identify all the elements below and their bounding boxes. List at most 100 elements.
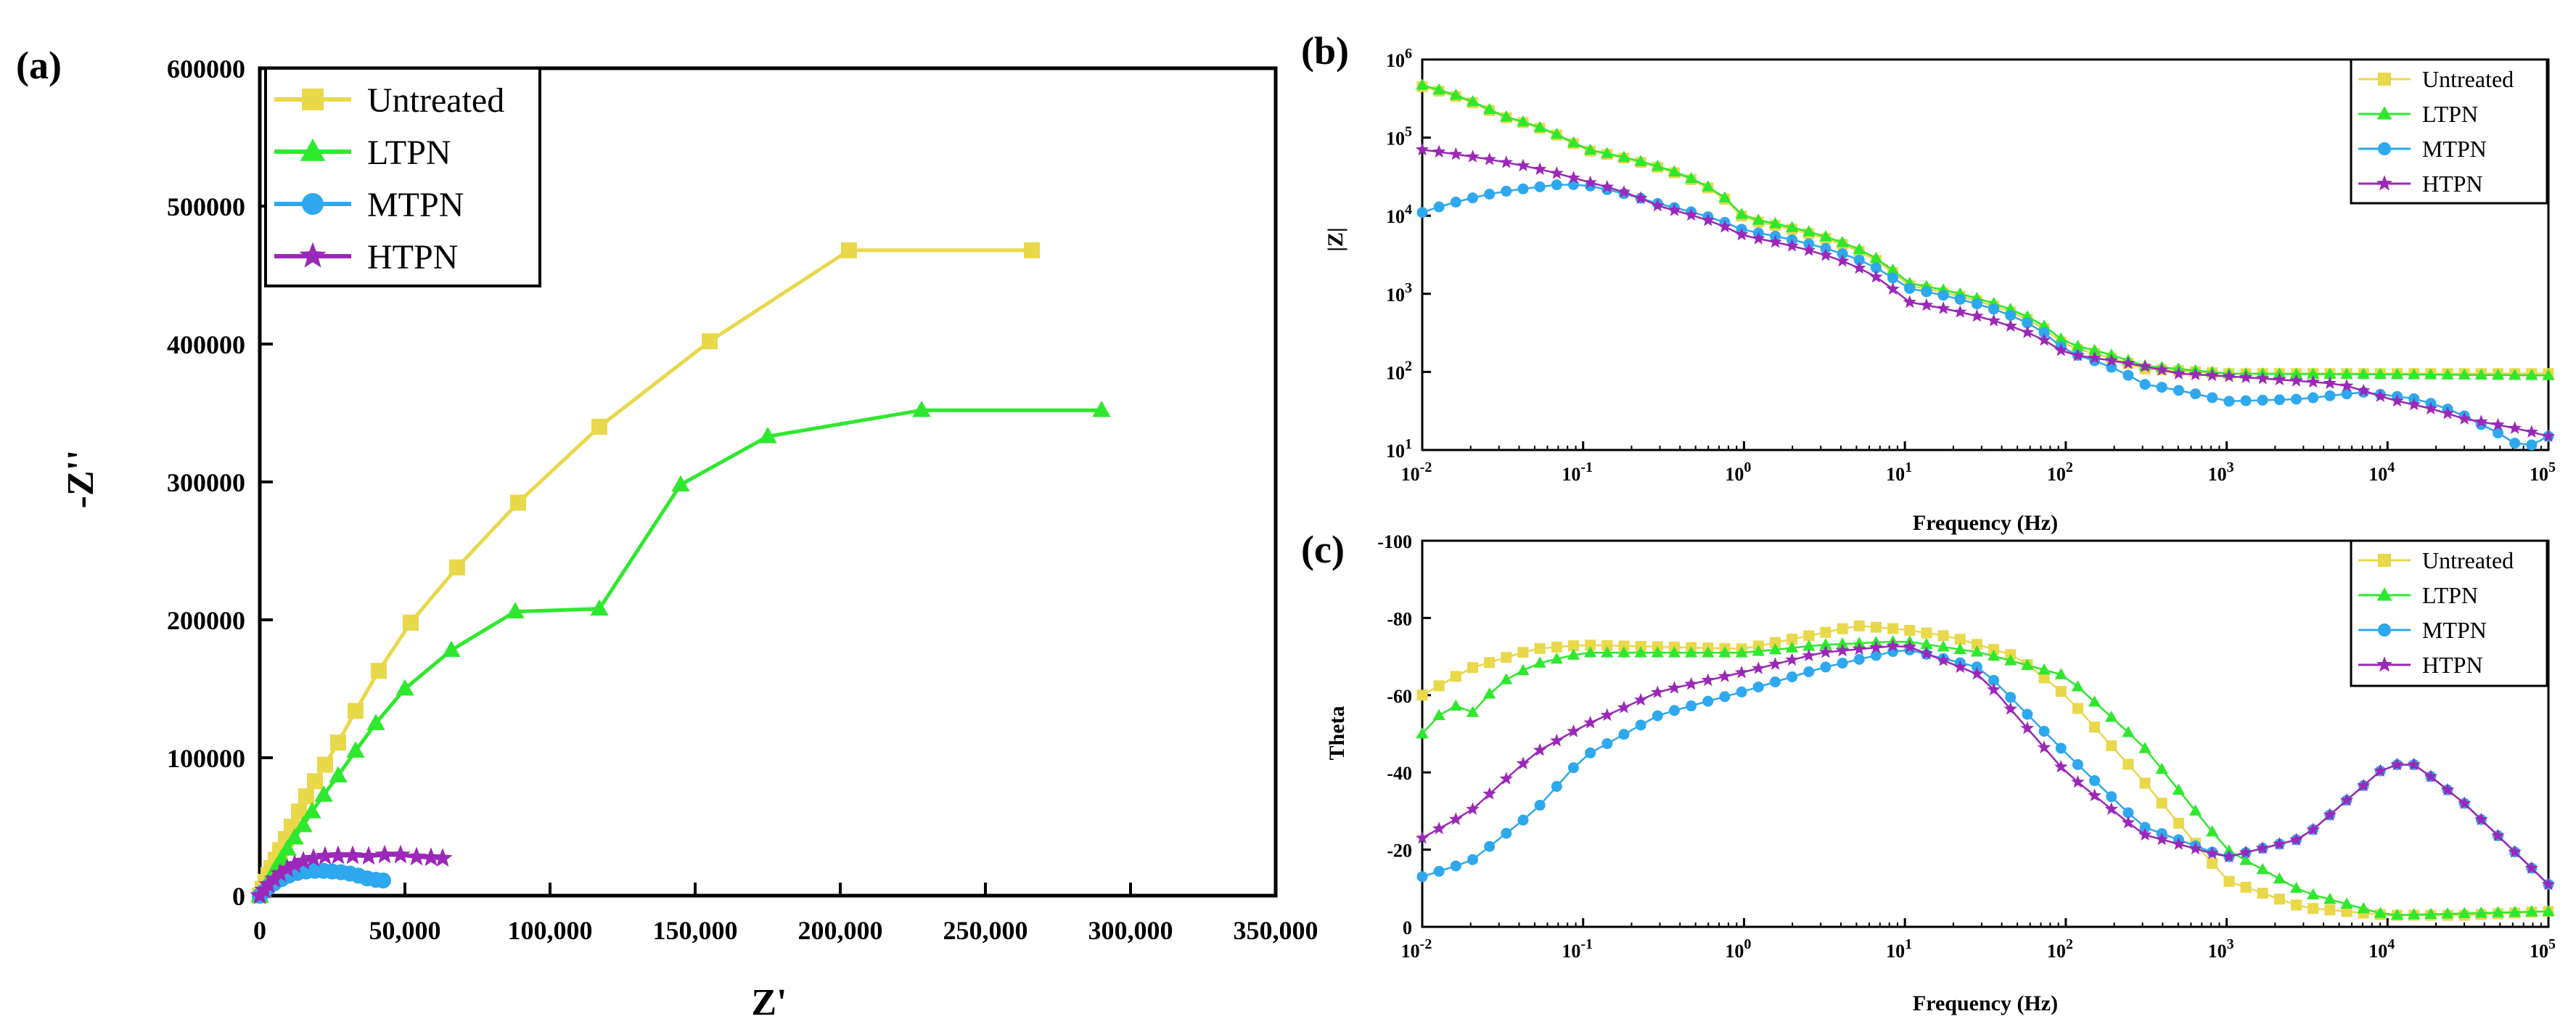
panel-b-series-ltpn-marker xyxy=(1466,94,1480,107)
panel-c-series-ltpn-marker xyxy=(1702,646,1715,658)
panel-b-series-htpn-marker xyxy=(1449,147,1463,160)
panel-c-x-tick-label: 105 xyxy=(2530,936,2556,962)
panel-c-series-htpn-marker xyxy=(2541,877,2556,891)
panel-b-series-mtpn-marker xyxy=(2526,439,2538,451)
series-untreated-marker xyxy=(330,735,346,751)
panel-c-series-ltpn-marker xyxy=(2340,897,2353,909)
panel-b-series-ltpn-marker xyxy=(2374,367,2387,380)
panel-b-series-htpn-marker xyxy=(1886,282,1900,295)
panel-b-series-mtpn-marker xyxy=(1484,188,1496,200)
panel-b-series-htpn-marker xyxy=(1516,158,1530,172)
series-ltpn-marker xyxy=(285,828,304,845)
panel-c-series-mtpn-marker xyxy=(2005,692,2017,703)
panel-b-series-mtpn-marker xyxy=(2308,392,2319,404)
panel-b-legend-mtpn-marker xyxy=(2378,142,2391,155)
panel-b-series-htpn-marker xyxy=(1802,243,1816,256)
panel-b-series-htpn-marker xyxy=(2407,397,2421,411)
panel-b-series-mtpn-marker xyxy=(1837,248,1848,260)
panel-b-series-ltpn-marker xyxy=(2323,367,2337,379)
panel-c-series-htpn-marker xyxy=(1953,660,1967,674)
panel-c-series-ltpn-marker xyxy=(1483,687,1496,699)
panel-a-y-tick-label: 200000 xyxy=(167,606,245,635)
panel-c-series-ltpn-marker xyxy=(2408,908,2421,920)
panel-b-series-ltpn-marker xyxy=(1416,78,1429,90)
panel-b-series-htpn-marker xyxy=(1936,301,1951,314)
series-untreated-marker xyxy=(510,494,526,511)
panel-c-series-untreated-marker xyxy=(1937,630,1949,642)
panel-c-series-ltpn-marker xyxy=(2038,663,2051,675)
legend-untreated-label: Untreated xyxy=(367,81,504,120)
series-htpn-marker xyxy=(432,848,453,867)
series-untreated-marker xyxy=(291,803,307,820)
panel-b-series-ltpn-marker xyxy=(1567,136,1580,147)
panel-b-series-ltpn-marker xyxy=(1819,230,1832,242)
panel-c-series-mtpn-marker xyxy=(2022,708,2033,720)
panel-b-series-htpn-marker xyxy=(2339,379,2354,392)
panel-b-series-ltpn-marker xyxy=(1869,251,1883,263)
panel-b-series-ltpn-marker xyxy=(1668,165,1681,177)
panel-c-series-htpn-marker xyxy=(2189,841,2202,855)
panel-c-series-htpn-marker xyxy=(2323,808,2337,821)
panel-b-x-axis-title: Frequency (Hz) xyxy=(1913,511,2058,535)
panel-c-y-tick-label: -20 xyxy=(1387,840,1412,862)
panel-c-series-ltpn-marker xyxy=(2323,893,2337,904)
panel-c-series-untreated-marker xyxy=(2139,777,2151,789)
panel-b-series-mtpn-marker xyxy=(2156,382,2167,393)
panel-c-series-htpn-marker xyxy=(1432,822,1446,835)
panel-c-series-mtpn-marker xyxy=(1534,799,1546,811)
panel-c-series-mtpn-marker xyxy=(1618,729,1630,740)
panel-c-series-untreated-marker xyxy=(2291,899,2302,911)
panel-b-series-htpn-marker xyxy=(2205,368,2219,382)
panel-b-series-mtpn-marker xyxy=(1921,286,1932,298)
panel-c-series-untreated-marker xyxy=(2257,888,2268,899)
series-htpn-marker xyxy=(328,845,348,864)
panel-b-series-mtpn-marker xyxy=(1467,192,1478,204)
series-ltpn-marker xyxy=(758,427,777,443)
panel-c-series-htpn-marker xyxy=(1583,716,1597,729)
panel-c-series-ltpn-marker xyxy=(2357,901,2370,914)
panel-b-series-mtpn-marker xyxy=(1551,179,1562,191)
panel-c-series-htpn-marker xyxy=(1701,673,1715,687)
panel-b-series-mtpn-marker xyxy=(1887,272,1899,284)
panel-c-series-ltpn-marker xyxy=(1752,645,1765,656)
panel-b-series-htpn-marker xyxy=(1903,295,1916,308)
series-untreated-marker xyxy=(702,333,718,350)
panel-c-series-untreated-marker xyxy=(1971,639,1982,650)
panel-b-series-mtpn-marker xyxy=(1904,282,1916,294)
panel-c-series-ltpn-marker xyxy=(2374,907,2387,918)
panel-c-series-ltpn-marker xyxy=(2021,658,2034,670)
series-htpn-marker xyxy=(284,854,305,873)
panel-a-letter: (a) xyxy=(16,44,62,87)
panel-c-series-ltpn-marker xyxy=(1584,646,1597,658)
panel-b-series-htpn-marker xyxy=(2524,425,2539,438)
panel-c-series-htpn-marker xyxy=(2205,846,2219,859)
panel-c-series-untreated-marker xyxy=(2122,758,2134,770)
series-htpn-marker xyxy=(315,846,335,865)
panel-b-series-htpn-marker xyxy=(2289,374,2303,387)
series-htpn-marker xyxy=(358,846,379,865)
panel-b-series-htpn-marker xyxy=(1567,171,1580,184)
panel-b-x-tick-label: 104 xyxy=(2368,459,2395,485)
panel-b-series-ltpn-marker xyxy=(2408,368,2421,380)
panel-c-series-mtpn-marker xyxy=(1870,650,1882,661)
panel-c-series-ltpn-marker xyxy=(1970,645,1984,657)
panel-b-series-htpn-marker xyxy=(1583,175,1597,189)
panel-c-series-htpn-marker xyxy=(1449,812,1463,825)
panel-c-series-untreated-marker xyxy=(2341,906,2353,917)
series-ltpn-marker xyxy=(395,679,414,696)
panel-c-series-untreated-marker xyxy=(1433,680,1445,692)
series-ltpn-marker xyxy=(506,602,525,618)
panel-b-series-htpn-marker xyxy=(2138,359,2152,372)
panel-c-series-untreated-marker xyxy=(2324,904,2336,916)
panel-c-series-untreated-marker xyxy=(1769,637,1781,648)
panel-b-series-ltpn-marker xyxy=(2071,340,2085,351)
panel-c-series-htpn-marker xyxy=(2289,832,2303,846)
panel-b-series-htpn-marker xyxy=(2474,414,2488,428)
panel-c-series-untreated-marker xyxy=(1601,639,1613,651)
panel-c-series-untreated-marker xyxy=(1887,623,1899,634)
panel-b-series-mtpn-marker xyxy=(2038,327,2050,338)
panel-c-series-htpn-marker xyxy=(1886,639,1900,652)
panel-c-series-mtpn-marker xyxy=(2089,775,2101,787)
series-ltpn-marker xyxy=(442,640,461,658)
